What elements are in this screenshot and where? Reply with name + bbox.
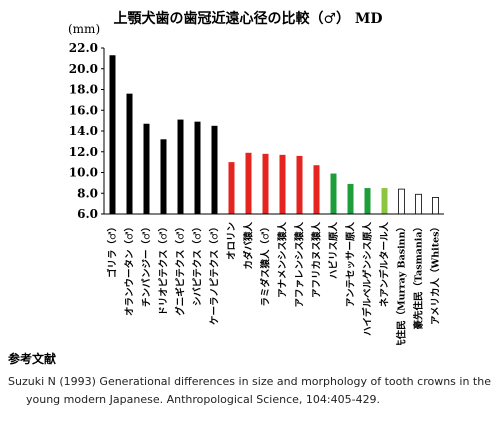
y-tick-label: 14.0: [69, 124, 98, 138]
chart-title: 上顎犬歯の歯冠近遠心径の比較（♂） MD: [113, 10, 382, 27]
category-label: オランウータン（♂）: [124, 222, 136, 316]
category-label: グニギピテクス（♂）: [175, 222, 187, 316]
bar: [262, 153, 269, 214]
y-tick-label: 22.0: [69, 41, 98, 55]
y-tick-label: 6.0: [77, 207, 98, 221]
category-label: ドリオピテクス（♂）: [158, 222, 170, 316]
bar: [313, 165, 320, 214]
references-heading: 参考文献: [8, 352, 57, 366]
y-tick-label: 10.0: [69, 166, 98, 180]
bar: [194, 121, 201, 214]
category-label: ゴリラ（♂）: [107, 222, 119, 278]
category-label: アメリカ人（Whites）: [430, 222, 442, 325]
y-tick-label: 18.0: [69, 83, 98, 97]
category-label: ハイデルベルゲンシス原人: [362, 222, 374, 336]
bar: [415, 193, 422, 215]
bar: [279, 154, 286, 214]
bar: [398, 188, 405, 215]
bar: [143, 123, 150, 214]
bar: [211, 125, 218, 214]
category-label: ネアンデルタール人: [379, 222, 391, 308]
references-section: 参考文献 Suzuki N (1993) Generational differ…: [8, 350, 496, 409]
bar: [160, 139, 167, 214]
category-label: シバピテクス（♂）: [192, 222, 204, 306]
bar: [296, 155, 303, 214]
category-label: ラミダス猿人（♂）: [260, 222, 272, 307]
category-label: チンパンジー（♂）: [141, 222, 153, 307]
bar: [347, 183, 354, 214]
y-tick-label: 20.0: [69, 62, 98, 76]
category-labels: ゴリラ（♂） オランウータン（♂） チンパンジー（♂） ドリオピテクス（♂） グニギピテ…: [107, 222, 442, 345]
category-label: アフリカヌス猿人: [311, 222, 323, 299]
y-axis-ticks: 22.0 20.0 18.0 16.0 14.0 12.0 10.0 8.0 6.0: [69, 41, 104, 221]
category-label: 豪先住民（Tasmania）: [413, 222, 425, 330]
bar: [381, 188, 388, 214]
bar: [228, 162, 235, 214]
bar: [177, 119, 184, 214]
category-label: アンテセッサー原人: [345, 222, 357, 308]
category-label: 豪先住民（Murray Basinn）: [396, 222, 408, 345]
category-label: アファレンシス猿人: [294, 222, 306, 308]
category-label: ケーラノピテクス（♂）: [209, 222, 221, 325]
bars: [109, 55, 439, 215]
bar: [364, 188, 371, 214]
y-tick-label: 12.0: [69, 145, 98, 159]
y-tick-label: 16.0: [69, 103, 98, 117]
bar: [126, 93, 133, 214]
bar: [432, 196, 439, 215]
bar: [109, 55, 116, 215]
category-label: カダバ猿人: [243, 222, 255, 270]
reference-entry-line-2: young modern Japanese. Anthropological S…: [26, 393, 381, 406]
bar: [245, 152, 252, 214]
y-tick-label: 8.0: [77, 186, 98, 200]
category-label: ハビリス原人: [328, 222, 340, 280]
chart: 上顎犬歯の歯冠近遠心径の比較（♂） MD (mm) 22.0 20.0 18.0 16…: [68, 10, 444, 345]
category-label: アナメンシス猿人: [277, 222, 289, 298]
category-label: オロリン: [227, 222, 238, 260]
reference-entry-line-1: Suzuki N (1993) Generational differences…: [8, 375, 491, 388]
y-axis-unit: (mm): [68, 22, 100, 36]
bar: [330, 173, 337, 214]
